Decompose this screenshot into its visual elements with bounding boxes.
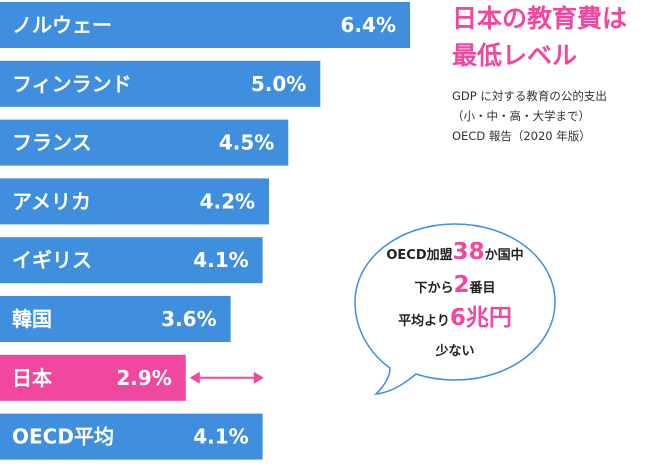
speech-bubble-shape xyxy=(354,223,556,396)
bar-value-2: 4.5% xyxy=(219,131,274,155)
bar-label-3: アメリカ xyxy=(12,189,91,213)
bubble-line-3-pre: 平均より xyxy=(398,314,450,329)
bubble-line-3-number: 6兆円 xyxy=(449,305,512,331)
bubble-line-3: 平均より6兆円 xyxy=(360,302,550,335)
note-line-1: GDP に対する教育の公的支出 xyxy=(452,89,607,103)
title-line-1: 日本の教育費は xyxy=(452,4,628,33)
bar-value-3: 4.2% xyxy=(200,189,255,213)
bar-2 xyxy=(0,119,289,166)
bar-5 xyxy=(0,296,231,342)
gap-arrow xyxy=(189,371,264,384)
bar-label-5: 韓国 xyxy=(12,307,52,331)
bar-value-5: 3.6% xyxy=(161,307,216,331)
bar-label-1: フィンランド xyxy=(12,72,132,96)
bar-6 xyxy=(0,354,186,401)
bubble-text: OECD加盟38か国中 下から2番目 平均より6兆円 少ない xyxy=(360,236,550,368)
bubble-line-2-pre: 下から xyxy=(414,281,454,296)
bar-label-2: フランス xyxy=(12,131,92,155)
bubble-line-2-post: 番目 xyxy=(469,281,496,296)
bar-4 xyxy=(0,237,263,284)
page-title: 日本の教育費は 最低レベル xyxy=(452,0,642,74)
title-line-2: 最低レベル xyxy=(452,41,578,70)
bar-value-1: 5.0% xyxy=(251,72,306,96)
bar-value-7: 4.1% xyxy=(193,425,248,449)
bubble-line-1-number: 38 xyxy=(452,239,485,265)
source-note: GDP に対する教育の公的支出 （小・中・高・大学まで） OECD 報告（202… xyxy=(452,86,642,146)
bar-value-0: 6.4% xyxy=(341,13,396,37)
bubble-line-4: 少ない xyxy=(435,344,475,359)
bar-1 xyxy=(0,60,321,107)
gap-arrow-head-left xyxy=(189,371,200,384)
bar-3 xyxy=(0,178,270,225)
bubble-line-2: 下から2番目 xyxy=(360,269,550,302)
bar-label-6: 日本 xyxy=(12,366,52,390)
gap-arrow-head-right xyxy=(253,371,264,384)
bubble-line-1-pre: OECD加盟 xyxy=(386,248,453,263)
bar-value-4: 4.1% xyxy=(193,248,248,272)
bar-label-0: ノルウェー xyxy=(12,13,112,37)
bar-label-4: イギリス xyxy=(12,248,92,272)
bars: ノルウェー 6.4% フィンランド 5.0% フランス 4.5% アメリカ 4.2% イギリス 4… xyxy=(0,2,410,460)
bubble-line-1-post: か国中 xyxy=(484,248,524,263)
bar-label-7: OECD平均 xyxy=(12,425,114,449)
note-line-2: （小・中・高・大学まで） xyxy=(452,109,590,123)
note-line-3: OECD 報告（2020 年版） xyxy=(452,129,591,143)
bar-value-6: 2.9% xyxy=(116,366,171,390)
bar-7 xyxy=(0,413,263,460)
bubble-line-2-number: 2 xyxy=(453,272,470,298)
bubble-line-1: OECD加盟38か国中 xyxy=(360,236,550,269)
bar-0 xyxy=(0,2,410,48)
